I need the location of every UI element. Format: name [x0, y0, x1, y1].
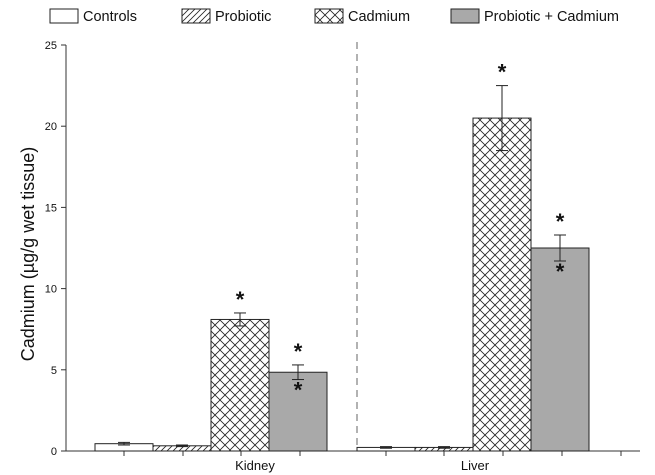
legend: Controls Probiotic Cadmium Probiotic + Cadm…	[49, 8, 619, 25]
legend-item-cadmium: Cadmium	[314, 8, 410, 25]
legend-label: Controls	[83, 9, 137, 25]
significance-star: *	[294, 339, 303, 364]
significance-star: *	[556, 259, 565, 284]
legend-swatch	[49, 8, 79, 24]
bar-liver-cadmium	[472, 117, 532, 452]
category-label-liver: Liver	[461, 458, 490, 473]
y-tick-label: 25	[45, 40, 57, 52]
bar-kidney-cadmium	[210, 318, 270, 452]
legend-swatch	[181, 8, 211, 24]
y-tick-label: 5	[51, 365, 57, 377]
legend-label: Cadmium	[348, 9, 410, 25]
legend-label: Probiotic + Cadmium	[484, 9, 619, 25]
significance-star: *	[498, 60, 507, 85]
legend-swatch	[314, 8, 344, 24]
legend-item-probiotic: Probiotic	[181, 8, 271, 25]
legend-item-controls: Controls	[49, 8, 137, 25]
plot-area: 0 5 10 15 20 25 Cadmium (µg/g wet tissue) Kidne…	[18, 40, 640, 473]
y-axis-label: Cadmium (µg/g wet tissue)	[18, 147, 38, 361]
significance-star: *	[556, 209, 565, 234]
significance-star: *	[236, 287, 245, 312]
legend-item-probiotic-cadmium: Probiotic + Cadmium	[450, 8, 619, 25]
y-tick-label: 20	[45, 121, 57, 133]
significance-star: *	[294, 378, 303, 403]
legend-label: Probiotic	[215, 9, 271, 25]
y-tick-label: 0	[51, 446, 57, 458]
y-tick-label: 15	[45, 202, 57, 214]
category-label-kidney: Kidney	[235, 458, 275, 473]
legend-swatch	[450, 8, 480, 24]
y-tick-label: 10	[45, 284, 57, 296]
bar-liver-probiotic-cadmium	[530, 247, 590, 452]
bar-kidney-probiotic-cadmium	[268, 371, 328, 452]
